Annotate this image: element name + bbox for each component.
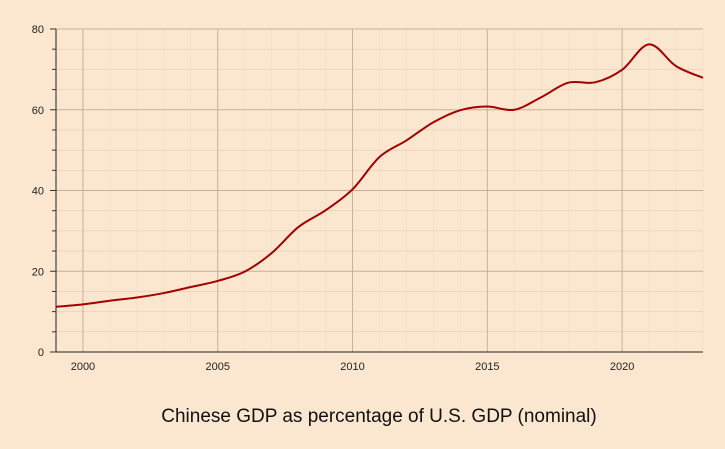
x-tick-label-2005: 2005 [206,361,230,373]
series-line-0 [55,43,704,308]
y-tick-label-0: 0 [38,347,44,359]
x-tick-label-2020: 2020 [610,361,634,373]
x-tick-label-2010: 2010 [340,361,364,373]
y-tick-label-80: 80 [32,24,44,36]
x-tick-label-2015: 2015 [475,361,499,373]
x-axis-ticks: 2000 2005 2010 2015 2020 [71,361,635,373]
chart-title: Chinese GDP as percentage of U.S. GDP (n… [161,406,596,427]
y-axis-ticks: 0 20 40 60 80 [32,24,56,359]
y-tick-label-20: 20 [32,266,44,278]
x-tick-label-2000: 2000 [71,361,95,373]
y-tick-label-40: 40 [32,186,44,198]
series-group [55,43,704,308]
y-tick-label-60: 60 [32,105,44,117]
